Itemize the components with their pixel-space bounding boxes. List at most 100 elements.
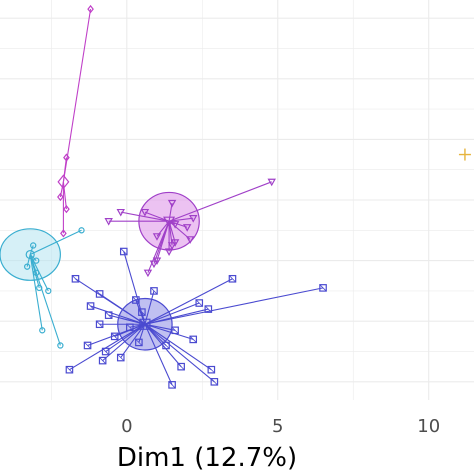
data-point — [83, 341, 92, 350]
x-tick-label: 5 — [272, 416, 283, 437]
group-center-point — [57, 174, 70, 190]
marker-square — [119, 247, 128, 256]
marker-cross — [138, 308, 146, 316]
data-point — [126, 323, 134, 332]
marker-square — [139, 318, 151, 330]
segment-line — [144, 278, 233, 325]
grid-lines — [0, 0, 474, 400]
marker-cross — [204, 305, 212, 313]
data-point — [98, 356, 107, 365]
data-point — [24, 263, 31, 270]
segment-line — [141, 311, 146, 325]
marker-square — [189, 335, 198, 344]
segment-line — [129, 323, 146, 328]
data-point — [39, 327, 46, 334]
data-point — [57, 192, 64, 202]
marker-square — [95, 290, 104, 298]
marker-cross — [84, 341, 92, 349]
marker-square — [65, 365, 74, 374]
segment-line — [144, 308, 209, 325]
marker-square — [207, 365, 216, 374]
segment-line — [99, 293, 146, 325]
marker-cross — [162, 341, 170, 349]
marker-square — [171, 326, 179, 335]
marker-square — [86, 302, 95, 310]
data-point — [45, 287, 52, 295]
data-point — [57, 342, 64, 349]
marker-cross — [87, 302, 95, 310]
marker-cross — [111, 332, 119, 340]
data-point — [63, 204, 70, 214]
segment-line — [108, 314, 146, 325]
marker-cross — [71, 275, 79, 283]
marker-cross — [171, 326, 179, 334]
data-point — [228, 274, 237, 283]
data-point — [168, 381, 176, 389]
data-point — [116, 208, 125, 217]
marker-square — [101, 347, 110, 356]
marker-cross — [210, 378, 218, 386]
marker-square — [110, 332, 119, 341]
data-point — [33, 257, 40, 264]
data-point — [95, 320, 104, 329]
data-point — [87, 4, 94, 14]
marker-cross — [189, 335, 197, 343]
marker-square — [98, 356, 107, 365]
marker-square — [228, 274, 237, 283]
marker-square — [210, 378, 219, 386]
segment-line — [169, 217, 194, 222]
data-point — [71, 274, 80, 283]
segment-line — [87, 323, 146, 346]
x-tick-label: 0 — [121, 416, 132, 437]
data-point — [86, 302, 95, 310]
marker-square — [126, 323, 134, 332]
data-point — [150, 287, 158, 295]
group-center-point — [25, 249, 35, 260]
marker-square — [71, 274, 80, 283]
data-point — [189, 335, 198, 344]
marker-cross — [65, 366, 73, 374]
segment-line — [62, 9, 92, 182]
marker-square — [95, 320, 104, 329]
data-point — [65, 365, 74, 374]
marker-cross — [96, 320, 104, 328]
marker-cross — [228, 275, 236, 283]
data-point — [189, 215, 198, 223]
segment-line — [144, 324, 173, 386]
supplementary-point — [458, 148, 471, 161]
data-point — [33, 269, 40, 276]
data-point — [60, 229, 67, 238]
data-point — [207, 365, 216, 374]
x-tick-label: 10 — [417, 416, 440, 437]
marker-cross — [120, 248, 128, 255]
marker-square — [319, 284, 327, 292]
data-point — [104, 311, 113, 319]
data-point — [204, 305, 213, 313]
segment-line — [62, 181, 67, 210]
segment-line — [29, 254, 43, 331]
data-point — [195, 299, 204, 307]
segment-line — [29, 245, 34, 255]
data-point — [164, 248, 174, 256]
segment-line — [102, 323, 146, 362]
x-axis-title: Dim1 (12.7%) — [117, 443, 297, 473]
marker-cross — [96, 290, 104, 298]
segment-line — [147, 221, 170, 273]
marker-cross — [207, 366, 215, 374]
data-point — [116, 353, 125, 362]
marker-cross — [102, 348, 110, 355]
marker-cross — [135, 338, 143, 346]
marker-cross — [139, 318, 151, 330]
data-point — [185, 236, 195, 244]
data-point — [95, 290, 104, 298]
data-point — [30, 242, 37, 249]
data-point — [104, 218, 113, 226]
segment-line — [29, 229, 82, 256]
data-points — [24, 4, 471, 389]
marker-cross — [195, 299, 203, 307]
data-point — [267, 178, 276, 187]
marker-square — [116, 353, 125, 362]
segment-line — [62, 157, 67, 182]
marker-square — [195, 299, 204, 307]
data-point — [167, 242, 177, 250]
